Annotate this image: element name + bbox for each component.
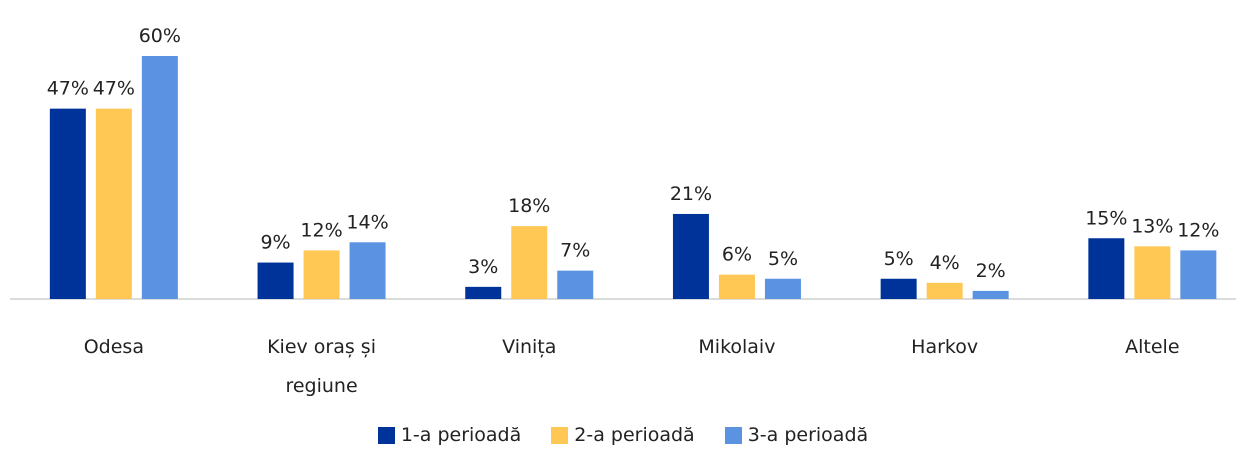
x-tick-label: Kiev oraș și regiune xyxy=(267,336,376,397)
bar xyxy=(511,226,548,299)
bar xyxy=(257,262,294,299)
data-label: 12% xyxy=(300,219,342,241)
legend-item: 2-a perioadă xyxy=(551,424,695,446)
x-tick-label: Altele xyxy=(1125,336,1180,358)
bar xyxy=(465,286,502,299)
x-tick-label: Odesa xyxy=(83,336,144,358)
bar xyxy=(303,250,340,299)
legend-item: 3-a perioadă xyxy=(724,424,869,446)
legend-item: 1-a perioadă xyxy=(377,424,522,446)
data-label: 12% xyxy=(1177,219,1219,241)
legend-label: 2-a perioadă xyxy=(574,424,695,446)
bar xyxy=(926,282,963,299)
data-label: 7% xyxy=(560,240,590,262)
bar xyxy=(49,108,86,300)
data-label: 13% xyxy=(1131,215,1173,237)
data-label: 5% xyxy=(768,248,798,270)
x-tick-label: Mikolaiv xyxy=(698,336,776,358)
data-label: 47% xyxy=(47,78,89,100)
bar xyxy=(1088,238,1125,299)
data-label: 2% xyxy=(976,260,1006,282)
bar xyxy=(95,108,132,300)
legend-swatch xyxy=(724,426,742,444)
data-label: 4% xyxy=(930,252,960,274)
x-tick-label: Vinița xyxy=(502,336,557,358)
data-label: 47% xyxy=(93,78,135,100)
bar xyxy=(764,278,801,299)
bar xyxy=(672,213,709,299)
bar xyxy=(1180,250,1217,299)
bar xyxy=(718,274,755,299)
data-label: 9% xyxy=(260,232,290,254)
bar xyxy=(880,278,917,299)
legend-label: 1-a perioadă xyxy=(400,424,522,446)
legend-label: 3-a perioadă xyxy=(747,424,869,446)
legend-swatch xyxy=(377,426,395,444)
data-label: 18% xyxy=(508,195,550,217)
data-label: 14% xyxy=(346,211,388,233)
bar xyxy=(141,56,178,299)
bar xyxy=(349,242,386,299)
bar xyxy=(557,270,594,299)
data-label: 5% xyxy=(884,248,914,270)
x-tick-label: Harkov xyxy=(911,336,979,358)
legend-swatch xyxy=(551,426,569,444)
bar xyxy=(1134,246,1171,299)
data-label: 60% xyxy=(139,25,181,47)
data-label: 21% xyxy=(670,183,712,205)
legend: 1-a perioadă 2-a perioadă 3-a perioadă xyxy=(0,424,1246,446)
data-label: 3% xyxy=(468,256,498,278)
data-label: 15% xyxy=(1085,207,1127,229)
data-label: 6% xyxy=(722,244,752,266)
bar xyxy=(972,290,1009,299)
